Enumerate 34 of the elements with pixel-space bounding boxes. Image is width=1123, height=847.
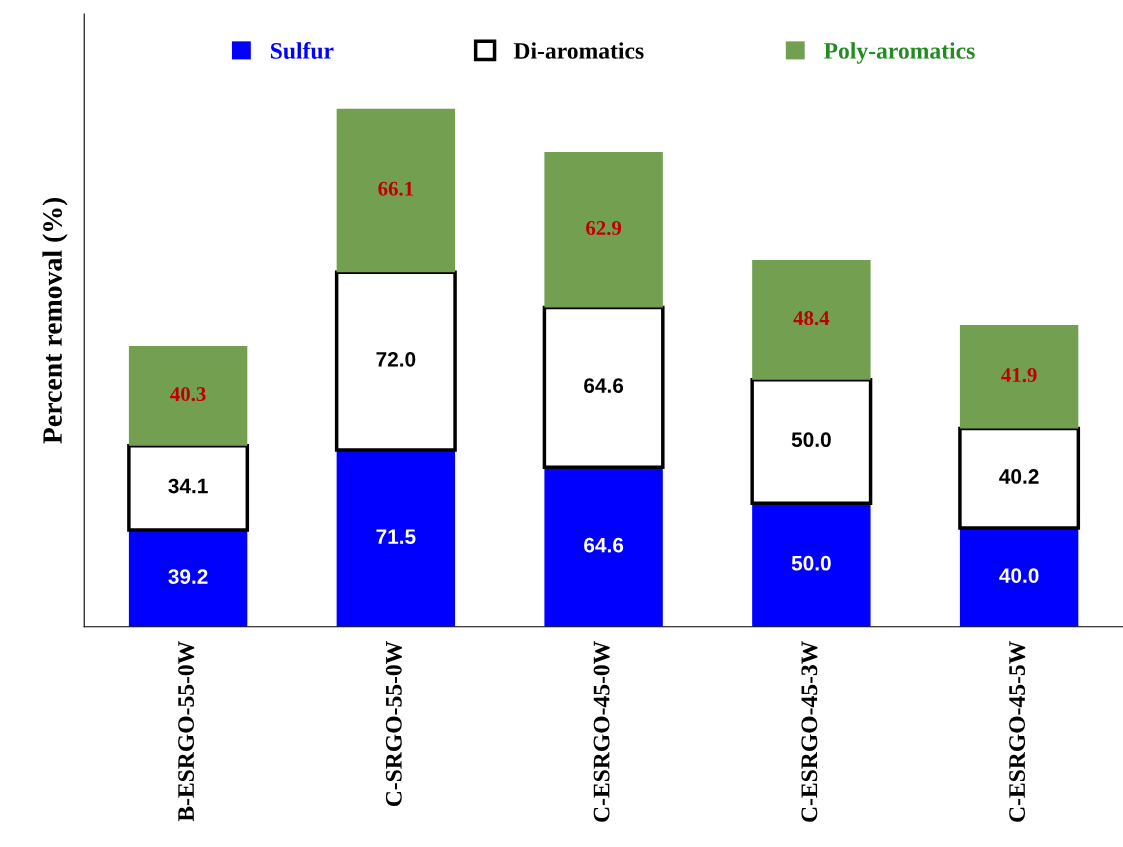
bar: [128, 529, 248, 627]
bar: [544, 467, 663, 627]
data-label: 40.2: [999, 469, 1039, 484]
bar: [128, 346, 248, 446]
data-label: 72.0: [376, 351, 416, 367]
legend-label: Sulfur: [270, 41, 334, 59]
legend-label: Di-aromatics: [513, 42, 644, 59]
data-label: 40.3: [170, 387, 206, 402]
data-label: 41.9: [1001, 368, 1037, 383]
bar: [544, 152, 663, 308]
data-label: 50.0: [791, 432, 831, 448]
data-label: 39.2: [168, 569, 208, 584]
bar: [752, 503, 871, 627]
data-label: 48.4: [793, 311, 830, 326]
data-label: 40.0: [999, 568, 1039, 583]
data-label: 34.1: [168, 478, 208, 494]
data-label: 71.5: [376, 529, 416, 545]
data-label: 64.6: [584, 537, 624, 553]
x-tick-label: C-ESRGO-45-3W: [801, 641, 818, 822]
legend-label: Poly-aromatics: [824, 42, 975, 64]
data-label: 62.9: [586, 221, 622, 236]
x-tick-label: C-ESRGO-45-0W: [593, 641, 610, 822]
bar: [336, 108, 456, 273]
y-axis-title: Percent removal (%): [42, 197, 68, 444]
data-label: 66.1: [378, 181, 414, 196]
data-label: 64.6: [584, 378, 624, 393]
x-tick-label: C-ESRGO-45-5W: [1009, 641, 1026, 822]
x-tick-label: B-ESRGO-55-0W: [178, 641, 195, 822]
x-tick-label: C-SRGO-55-0W: [385, 641, 402, 807]
bar: [336, 450, 456, 627]
bar: [959, 325, 1079, 429]
bar: [959, 527, 1079, 627]
bar: [752, 260, 871, 380]
data-label: 50.0: [791, 555, 831, 571]
